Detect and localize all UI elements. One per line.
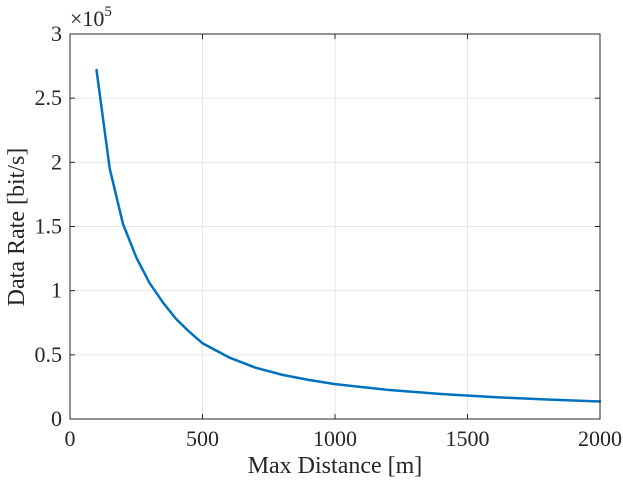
y-tick-label: 3	[51, 21, 62, 46]
y-tick-label: 2	[51, 149, 62, 174]
x-tick-label: 2000	[578, 426, 622, 451]
y-axis-title: Data Rate [bit/s]	[4, 148, 30, 307]
x-tick-label: 0	[65, 426, 76, 451]
ticks	[69, 33, 601, 420]
y-tick-label: 0	[51, 406, 62, 431]
y-tick-label: 1	[51, 278, 62, 303]
data-rate-line	[95, 68, 602, 403]
y-tick-label: 1.5	[35, 214, 63, 239]
tick-labels: 0 500 1000 1500 2000 0 0.5 1 1.5 2 2.5 3	[35, 21, 623, 451]
x-tick-label: 1000	[313, 426, 357, 451]
y-exponent-base: ×10	[70, 6, 104, 31]
y-exponent-label: ×105	[70, 4, 112, 31]
y-tick-label: 2.5	[35, 85, 63, 110]
y-exponent-power: 5	[104, 4, 112, 20]
x-axis-title: Max Distance [m]	[248, 453, 423, 479]
x-tick-label: 1500	[446, 426, 490, 451]
plot-line-group	[95, 68, 602, 403]
x-tick-label: 500	[186, 426, 219, 451]
y-tick-label: 0.5	[35, 342, 63, 367]
